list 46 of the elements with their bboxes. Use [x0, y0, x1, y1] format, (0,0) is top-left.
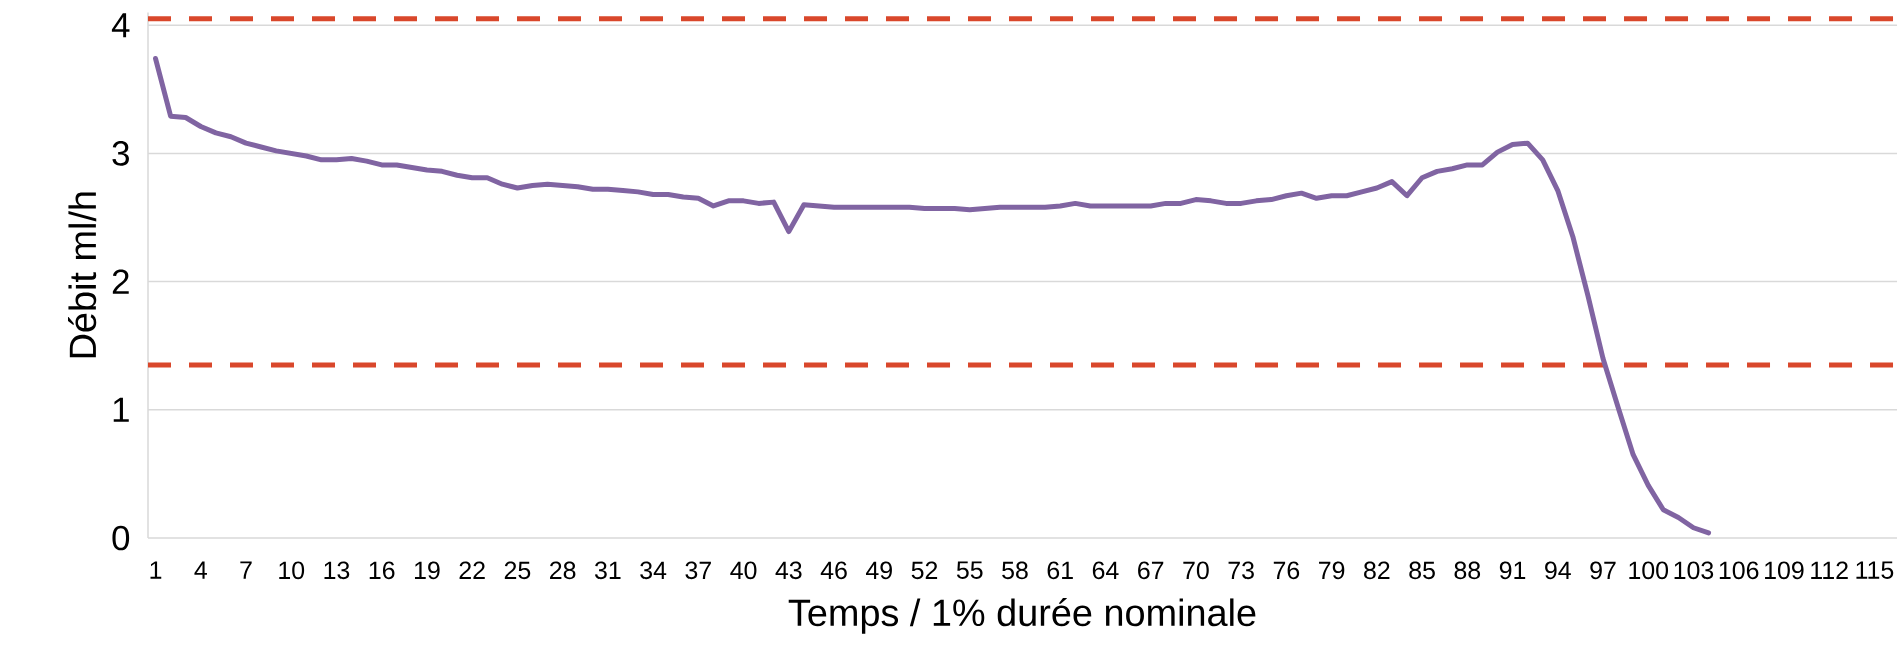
x-tick-label: 37	[685, 561, 711, 580]
x-tick-label: 94	[1545, 561, 1571, 580]
x-tick-label: 106	[1719, 561, 1759, 580]
y-tick-label: 2	[112, 269, 129, 294]
x-tick-label: 19	[414, 561, 440, 580]
x-tick-label: 103	[1674, 561, 1714, 580]
x-tick-label: 40	[730, 561, 757, 580]
x-tick-label: 13	[324, 561, 350, 580]
x-tick-label: 28	[550, 561, 576, 580]
x-tick-label: 79	[1319, 561, 1345, 580]
x-tick-label: 88	[1454, 561, 1481, 580]
x-tick-label: 31	[594, 561, 621, 580]
x-tick-label: 85	[1409, 561, 1435, 580]
x-tick-label: 7	[240, 561, 252, 579]
x-tick-label: 109	[1765, 561, 1804, 580]
x-tick-label: 46	[820, 561, 847, 580]
x-tick-label: 112	[1811, 561, 1848, 579]
y-tick-label: 0	[112, 525, 130, 551]
y-tick-label: 3	[112, 141, 129, 166]
x-tick-label: 76	[1273, 561, 1300, 580]
x-tick-label: 67	[1138, 561, 1164, 580]
x-tick-label: 70	[1183, 561, 1209, 580]
x-tick-label: 97	[1590, 561, 1616, 580]
x-tick-label: 43	[775, 561, 802, 580]
x-tick-label: 1	[150, 561, 162, 579]
x-tick-label: 100	[1629, 561, 1669, 580]
x-axis-title: Temps / 1% durée nominale	[788, 598, 1256, 634]
x-tick-label: 49	[866, 561, 892, 580]
x-tick-label: 73	[1228, 561, 1254, 580]
y-axis-title: Débit ml/h	[68, 192, 97, 358]
x-tick-label: 91	[1499, 561, 1526, 580]
x-tick-label: 16	[369, 561, 395, 580]
x-tick-label: 52	[911, 561, 938, 580]
y-tick-label: 1	[113, 397, 129, 422]
x-tick-label: 115	[1856, 561, 1894, 579]
x-tick-label: 34	[640, 561, 667, 580]
x-tick-label: 4	[194, 561, 207, 579]
y-tick-label: 4	[111, 13, 130, 38]
x-tick-label: 55	[956, 561, 983, 579]
x-tick-label: 10	[279, 561, 305, 580]
x-tick-label: 64	[1092, 561, 1119, 580]
x-tick-label: 22	[459, 561, 485, 579]
x-tick-label: 61	[1047, 561, 1073, 580]
x-tick-label: 25	[504, 561, 531, 580]
x-tick-label: 58	[1002, 561, 1028, 580]
x-tick-label: 82	[1364, 561, 1390, 580]
